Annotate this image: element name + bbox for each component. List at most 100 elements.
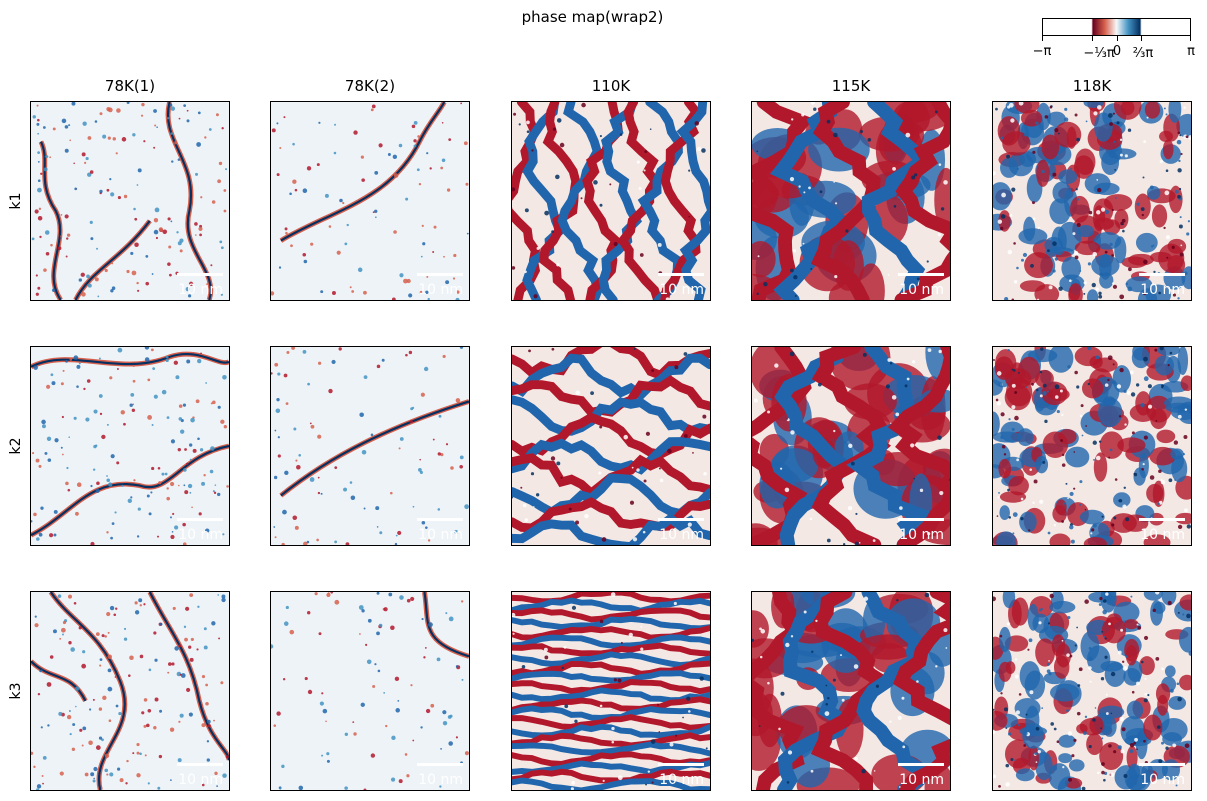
- speckle: [927, 532, 931, 536]
- speckle: [187, 483, 193, 489]
- phase-stripe: [512, 512, 710, 545]
- speckle: [418, 467, 422, 472]
- speckle: [853, 664, 859, 669]
- phase-domain: [1068, 283, 1083, 300]
- speckle: [436, 657, 441, 662]
- speckle: [1040, 608, 1043, 611]
- scale-bar: [1139, 273, 1185, 276]
- speckle: [425, 526, 428, 529]
- speckle: [359, 412, 364, 417]
- speckle: [1067, 365, 1071, 369]
- speckle: [35, 458, 40, 463]
- speckle: [203, 627, 207, 631]
- speckle: [169, 779, 172, 781]
- speckle: [93, 766, 98, 772]
- speckle: [1073, 250, 1079, 256]
- speckle: [317, 476, 320, 479]
- speckle: [1179, 187, 1182, 191]
- speckle: [374, 216, 377, 219]
- speckle: [309, 477, 315, 482]
- speckle: [417, 135, 420, 138]
- speckle: [175, 375, 180, 380]
- speckle: [455, 736, 459, 739]
- speckle: [628, 632, 633, 638]
- speckle: [861, 769, 866, 774]
- phase-domain: [1024, 252, 1053, 279]
- phase-domain: [1035, 751, 1053, 781]
- speckle: [1179, 216, 1182, 219]
- phase-domain: [1099, 742, 1124, 771]
- speckle: [1046, 662, 1050, 666]
- speckle: [73, 355, 79, 360]
- scale-bar: [658, 273, 704, 276]
- phase-domain: [998, 626, 1011, 652]
- phase-map-panel: 10 nm: [511, 346, 711, 546]
- speckle: [76, 364, 81, 369]
- speckle: [177, 447, 181, 452]
- phase-map-image: [993, 592, 1191, 790]
- speckle: [123, 637, 128, 641]
- speckle: [1100, 677, 1105, 681]
- speckle: [177, 241, 182, 246]
- speckle: [1130, 595, 1133, 598]
- speckle: [753, 398, 758, 403]
- speckle: [96, 247, 99, 250]
- speckle: [1109, 242, 1113, 246]
- speckle: [221, 127, 224, 130]
- speckle: [1172, 456, 1177, 460]
- speckle: [390, 625, 395, 631]
- speckle: [1108, 744, 1112, 748]
- speckle: [1039, 499, 1044, 504]
- speckle: [855, 512, 858, 516]
- speckle: [399, 273, 404, 278]
- speckle: [639, 253, 644, 257]
- speckle: [205, 382, 208, 384]
- speckle: [1111, 523, 1115, 527]
- speckle: [1037, 750, 1041, 754]
- speckle: [598, 471, 602, 475]
- speckle: [306, 540, 310, 544]
- speckle: [1118, 498, 1123, 503]
- speckle: [845, 229, 849, 233]
- speckle: [334, 466, 338, 470]
- phase-domain: [1162, 139, 1174, 160]
- speckle: [432, 438, 435, 441]
- speckle: [561, 666, 564, 670]
- speckle: [375, 506, 380, 511]
- speckle: [281, 542, 285, 545]
- colorbar-tick: [1092, 36, 1093, 41]
- speckle: [1130, 392, 1136, 397]
- speckle: [331, 290, 336, 295]
- speckle: [222, 773, 227, 778]
- speckle: [410, 684, 413, 687]
- speckle: [189, 657, 194, 662]
- speckle: [629, 500, 635, 505]
- speckle: [76, 385, 79, 388]
- speckle: [94, 120, 98, 123]
- phase-domain: [1055, 643, 1072, 668]
- speckle: [168, 245, 172, 249]
- speckle: [701, 148, 706, 153]
- speckle: [694, 121, 700, 126]
- speckle: [1037, 298, 1040, 300]
- speckle: [174, 525, 179, 530]
- speckle: [361, 449, 367, 455]
- speckle: [378, 623, 383, 628]
- speckle: [1184, 408, 1188, 411]
- speckle: [405, 353, 408, 357]
- speckle: [466, 232, 469, 235]
- speckle: [647, 770, 651, 773]
- speckle: [448, 616, 454, 622]
- speckle: [599, 203, 603, 207]
- speckle: [893, 205, 897, 208]
- speckle: [1160, 478, 1163, 481]
- speckle: [183, 104, 187, 108]
- speckle: [536, 246, 540, 250]
- speckle: [1111, 380, 1116, 385]
- phase-map-image: [31, 592, 229, 790]
- speckle: [86, 379, 91, 383]
- speckle: [1174, 479, 1177, 481]
- speckle: [867, 138, 872, 142]
- speckle: [220, 419, 225, 424]
- speckle: [320, 290, 324, 294]
